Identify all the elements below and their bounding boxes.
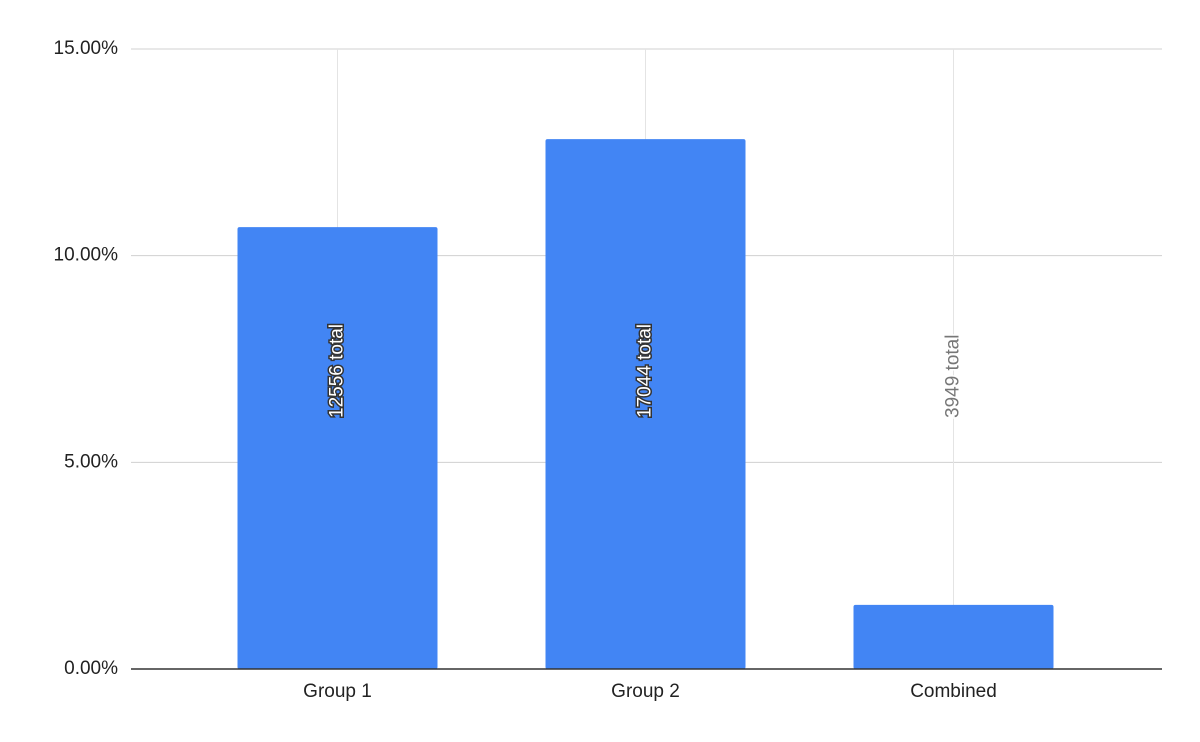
bar xyxy=(545,139,746,669)
bar xyxy=(853,604,1054,669)
y-tick-label: 10.00% xyxy=(54,245,119,266)
x-tick-label: Group 2 xyxy=(611,681,680,702)
bar xyxy=(237,227,438,669)
y-tick-label: 15.00% xyxy=(54,38,119,59)
y-tick-label: 5.00% xyxy=(64,451,118,472)
data-annotation: 12556 total xyxy=(327,324,348,418)
data-annotation: 17044 total xyxy=(635,324,656,418)
x-tick-label: Combined xyxy=(910,681,997,702)
y-tick-label: 0.00% xyxy=(64,658,118,679)
data-annotation: 3949 total xyxy=(943,335,964,418)
x-tick-label: Group 1 xyxy=(303,681,372,702)
